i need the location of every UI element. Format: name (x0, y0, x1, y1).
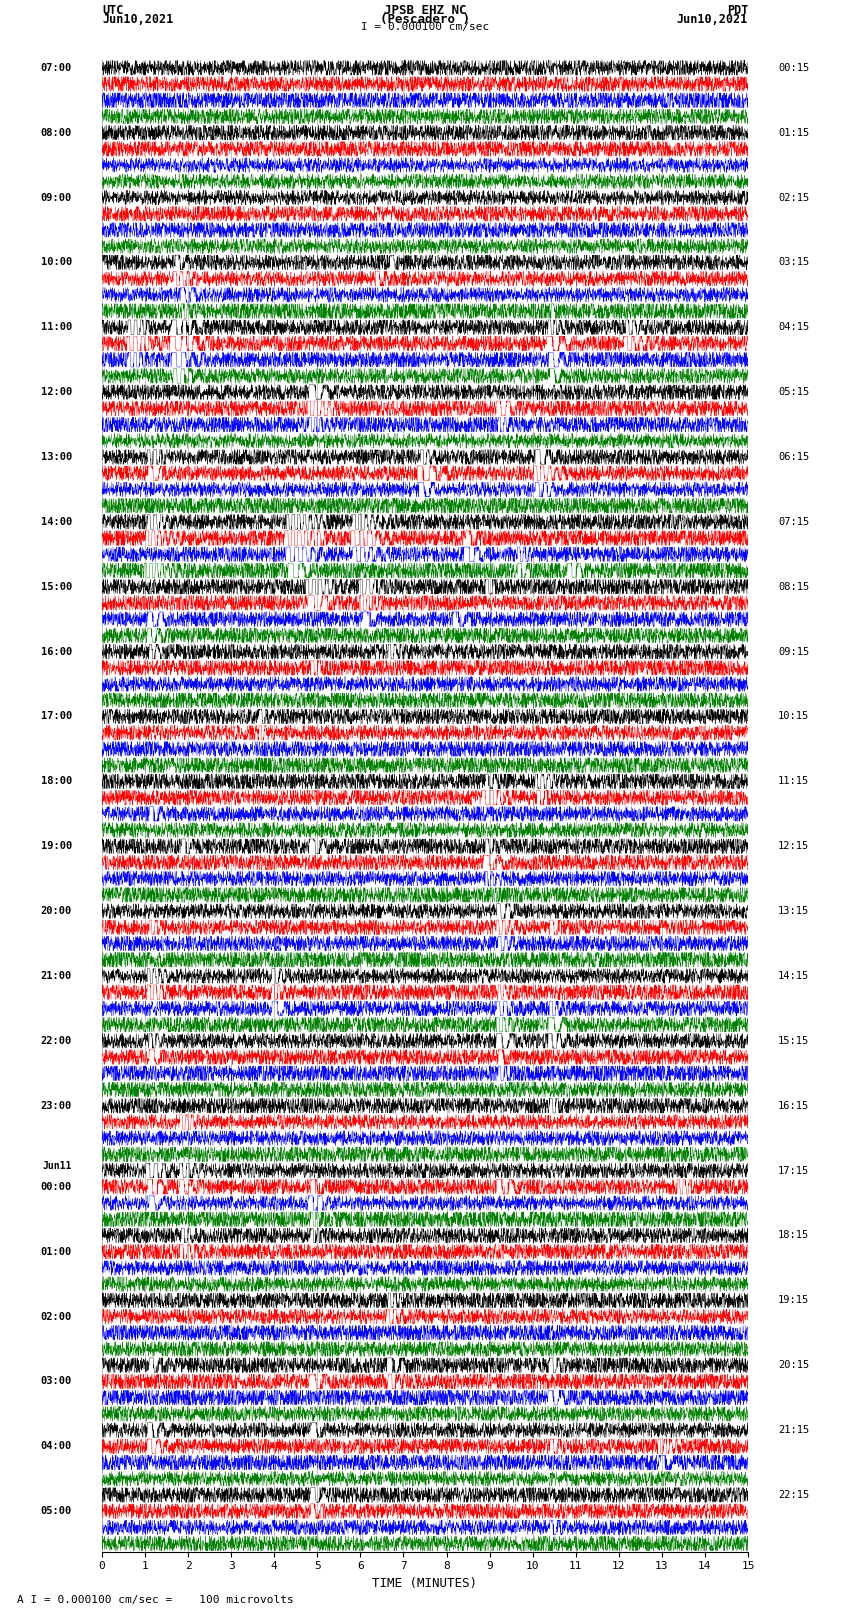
Text: 14:00: 14:00 (41, 516, 72, 527)
Text: 10:00: 10:00 (41, 258, 72, 268)
Text: 08:00: 08:00 (41, 127, 72, 137)
Text: 16:00: 16:00 (41, 647, 72, 656)
Text: UTC: UTC (102, 5, 123, 18)
Text: 06:15: 06:15 (778, 452, 809, 461)
Text: 01:00: 01:00 (41, 1247, 72, 1257)
Text: 17:15: 17:15 (778, 1166, 809, 1176)
Text: 13:00: 13:00 (41, 452, 72, 461)
Text: JPSB EHZ NC: JPSB EHZ NC (383, 5, 467, 18)
Text: 08:15: 08:15 (778, 582, 809, 592)
Text: 21:15: 21:15 (778, 1424, 809, 1436)
Text: 11:15: 11:15 (778, 776, 809, 787)
Text: 17:00: 17:00 (41, 711, 72, 721)
Text: 18:00: 18:00 (41, 776, 72, 787)
Text: 19:00: 19:00 (41, 842, 72, 852)
Text: 02:15: 02:15 (778, 192, 809, 203)
Text: Jun10,2021: Jun10,2021 (102, 13, 173, 26)
Text: 11:00: 11:00 (41, 323, 72, 332)
Text: 07:00: 07:00 (41, 63, 72, 73)
Text: 12:15: 12:15 (778, 842, 809, 852)
Text: (Pescadero ): (Pescadero ) (380, 13, 470, 26)
Text: 04:00: 04:00 (41, 1442, 72, 1452)
Text: 00:00: 00:00 (41, 1182, 72, 1192)
Text: 03:00: 03:00 (41, 1376, 72, 1387)
Text: 10:15: 10:15 (778, 711, 809, 721)
Text: 20:00: 20:00 (41, 907, 72, 916)
Text: 12:00: 12:00 (41, 387, 72, 397)
Text: 19:15: 19:15 (778, 1295, 809, 1305)
Text: 23:00: 23:00 (41, 1100, 72, 1111)
Text: 22:15: 22:15 (778, 1490, 809, 1500)
Text: 16:15: 16:15 (778, 1100, 809, 1111)
Text: 05:00: 05:00 (41, 1507, 72, 1516)
Text: 21:00: 21:00 (41, 971, 72, 981)
Text: 09:15: 09:15 (778, 647, 809, 656)
Text: 04:15: 04:15 (778, 323, 809, 332)
Text: 05:15: 05:15 (778, 387, 809, 397)
X-axis label: TIME (MINUTES): TIME (MINUTES) (372, 1578, 478, 1590)
Text: Jun10,2021: Jun10,2021 (677, 13, 748, 26)
Text: I = 0.000100 cm/sec: I = 0.000100 cm/sec (361, 23, 489, 32)
Text: 20:15: 20:15 (778, 1360, 809, 1369)
Text: 13:15: 13:15 (778, 907, 809, 916)
Text: A I = 0.000100 cm/sec =    100 microvolts: A I = 0.000100 cm/sec = 100 microvolts (17, 1595, 294, 1605)
Text: 01:15: 01:15 (778, 127, 809, 137)
Text: 14:15: 14:15 (778, 971, 809, 981)
Text: PDT: PDT (727, 5, 748, 18)
Text: 09:00: 09:00 (41, 192, 72, 203)
Text: 02:00: 02:00 (41, 1311, 72, 1321)
Text: 18:15: 18:15 (778, 1231, 809, 1240)
Text: Jun11: Jun11 (42, 1161, 72, 1171)
Text: 15:15: 15:15 (778, 1036, 809, 1045)
Text: 07:15: 07:15 (778, 516, 809, 527)
Text: 15:00: 15:00 (41, 582, 72, 592)
Text: 00:15: 00:15 (778, 63, 809, 73)
Text: 03:15: 03:15 (778, 258, 809, 268)
Text: 22:00: 22:00 (41, 1036, 72, 1045)
